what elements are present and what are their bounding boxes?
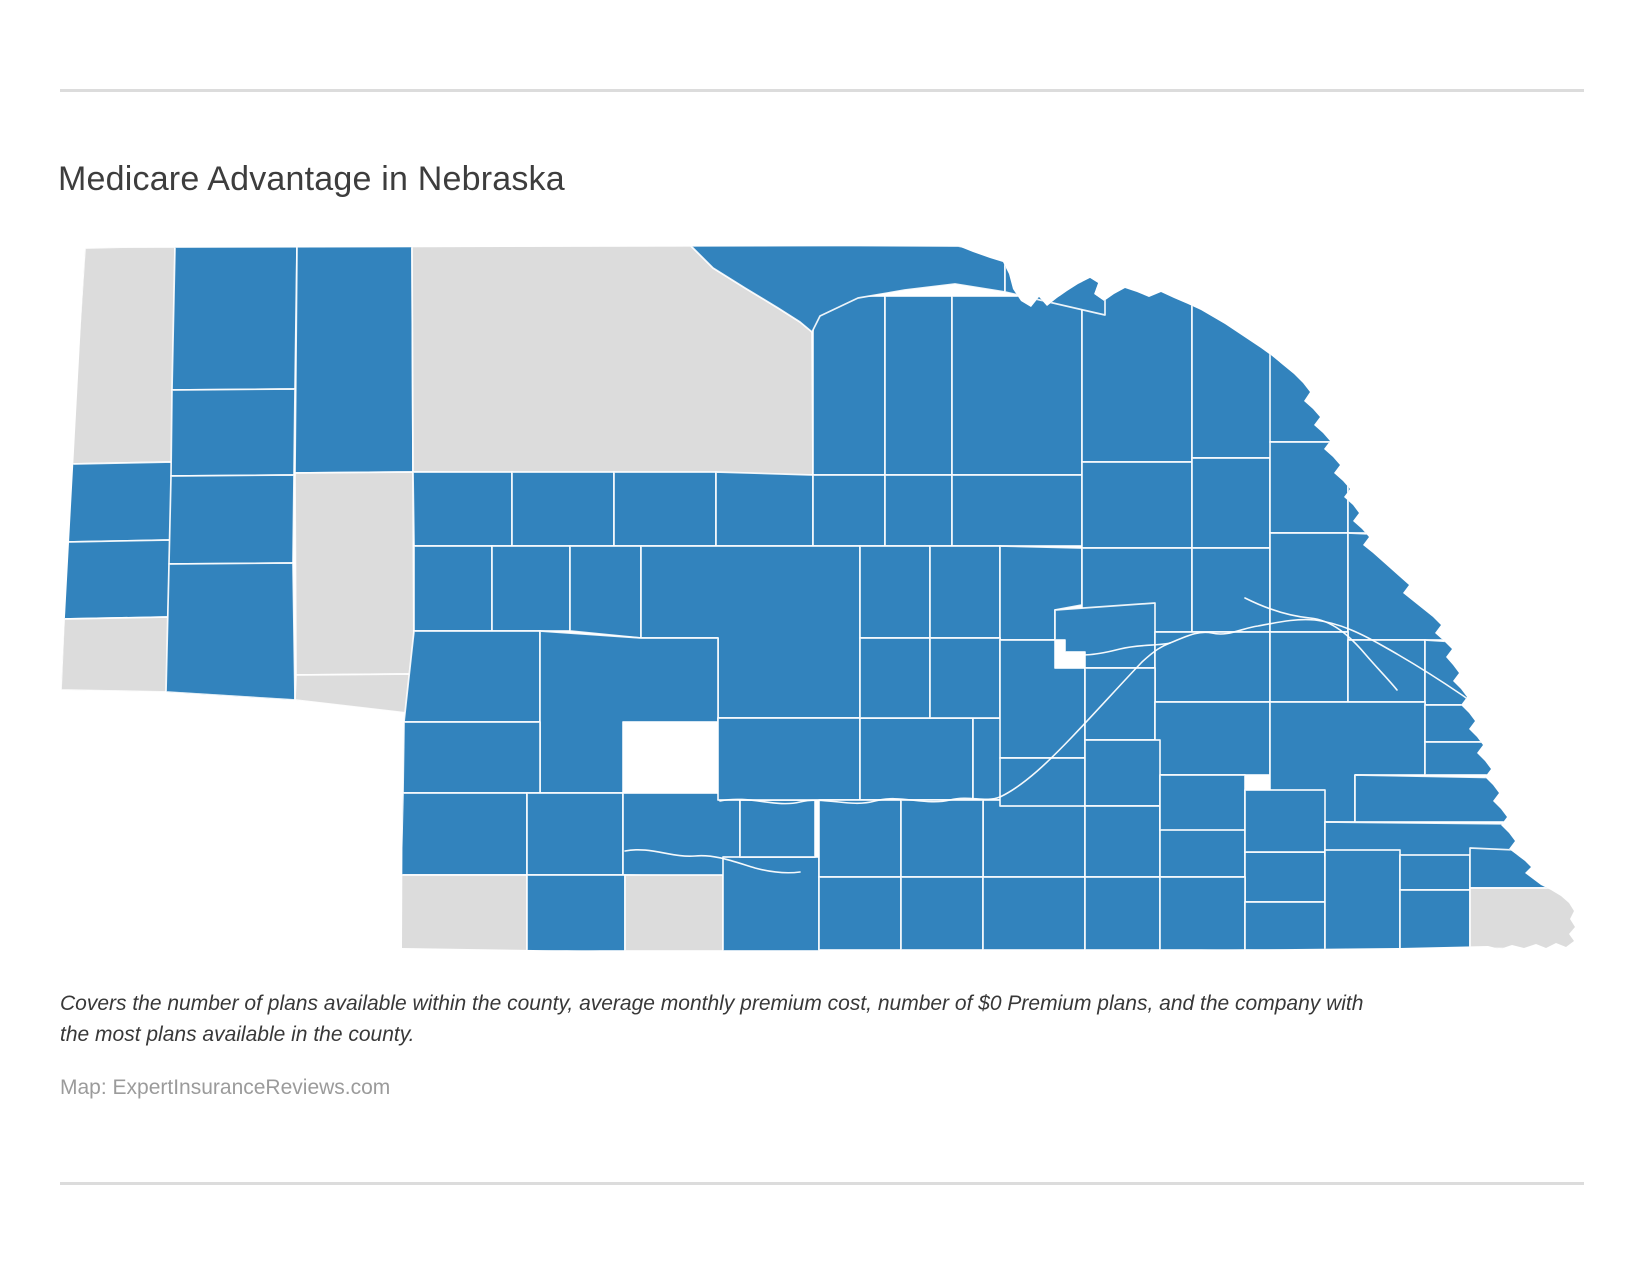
county-webster	[982, 876, 1086, 951]
county-arthur	[413, 545, 493, 632]
county-dakota	[1337, 344, 1421, 441]
county-hooker	[511, 471, 615, 547]
county-phelps	[818, 799, 902, 878]
county-york	[1084, 739, 1161, 807]
county-hamilton	[999, 757, 1086, 807]
county-dundy	[399, 874, 528, 952]
county-wayne	[1269, 441, 1349, 534]
county-howard	[929, 637, 1001, 719]
county-red-willow	[624, 874, 724, 952]
map-caption: Covers the number of plans available wit…	[60, 988, 1520, 1050]
county-gosper	[739, 799, 816, 858]
county-rock	[884, 295, 953, 476]
river-platte-river	[719, 618, 1489, 805]
county-thurston	[1347, 441, 1446, 534]
county-cass	[1354, 774, 1516, 823]
river-republican-river	[624, 849, 801, 874]
county-gage	[1324, 849, 1401, 951]
county-nemaha	[1469, 847, 1561, 889]
county-kimball	[61, 616, 169, 693]
county-nance	[1054, 602, 1156, 669]
county-franklin	[900, 876, 984, 951]
county-pawnee	[1399, 889, 1471, 951]
county-nuckolls	[1084, 876, 1161, 951]
county-wheeler	[951, 474, 1083, 547]
county-lincoln	[539, 630, 719, 794]
county-antelope	[1081, 461, 1193, 549]
county-saline	[1244, 851, 1326, 903]
county-dodge	[1347, 639, 1426, 703]
county-hayes	[526, 792, 624, 876]
county-hitchcock	[526, 874, 626, 952]
county-richardson	[1469, 887, 1575, 951]
top-divider	[60, 89, 1584, 92]
map-attribution: Map: ExpertInsuranceReviews.com	[60, 1076, 391, 1099]
county-banner	[63, 539, 171, 620]
county-garfield	[884, 474, 953, 547]
county-sherman	[859, 637, 931, 719]
county-adams	[982, 799, 1086, 878]
county-butler	[1154, 701, 1271, 776]
county-loup	[812, 474, 886, 547]
county-sarpy	[1424, 741, 1516, 776]
county-scotts-bluff	[66, 461, 173, 543]
river-loup-river	[1059, 642, 1171, 656]
county-cheyenne	[165, 562, 296, 701]
county-thayer	[1159, 876, 1246, 951]
caption-line2: the most plans available in the county.	[60, 1023, 415, 1046]
county-sioux	[70, 246, 176, 465]
county-thomas	[613, 471, 717, 547]
county-logan	[569, 545, 642, 639]
county-dawson	[717, 717, 861, 801]
county-perkins	[402, 721, 541, 794]
county-keith	[403, 630, 541, 723]
county-brown	[812, 295, 886, 476]
county-deuel	[294, 673, 416, 715]
county-harlan	[818, 876, 902, 951]
county-jefferson	[1244, 901, 1326, 951]
county-blaine	[715, 471, 814, 547]
county-stanton	[1191, 547, 1271, 633]
county-dawes	[171, 246, 298, 391]
county-dixon	[1269, 314, 1356, 443]
county-lancaster	[1244, 789, 1326, 853]
county-johnson	[1399, 854, 1471, 891]
county-chase	[400, 792, 528, 876]
county-polk	[1084, 667, 1156, 741]
county-burt	[1347, 532, 1466, 641]
county-merrick	[999, 639, 1086, 759]
bottom-divider	[60, 1182, 1584, 1185]
county-morrill	[168, 474, 295, 565]
county-box-butte	[170, 388, 296, 477]
county-colfax	[1269, 631, 1349, 703]
county-buffalo	[859, 717, 974, 801]
county-clay	[1084, 805, 1161, 878]
caption-line1: Covers the number of plans available wit…	[60, 992, 1364, 1015]
river-elkhorn-river	[1244, 597, 1398, 691]
county-pierce	[1191, 457, 1271, 549]
county-holt	[951, 295, 1083, 476]
county-washington	[1424, 639, 1506, 706]
page-title: Medicare Advantage in Nebraska	[58, 160, 565, 198]
county-seward	[1159, 774, 1246, 831]
county-grant	[412, 471, 513, 547]
county-douglas	[1424, 704, 1513, 743]
county-cedar	[1191, 284, 1281, 459]
county-layer	[61, 246, 1575, 952]
county-garden	[294, 471, 415, 676]
county-kearney	[900, 799, 984, 878]
county-greeley	[929, 545, 1001, 639]
county-sheridan	[294, 246, 414, 474]
county-valley	[859, 545, 931, 639]
county-mcpherson	[491, 545, 571, 632]
